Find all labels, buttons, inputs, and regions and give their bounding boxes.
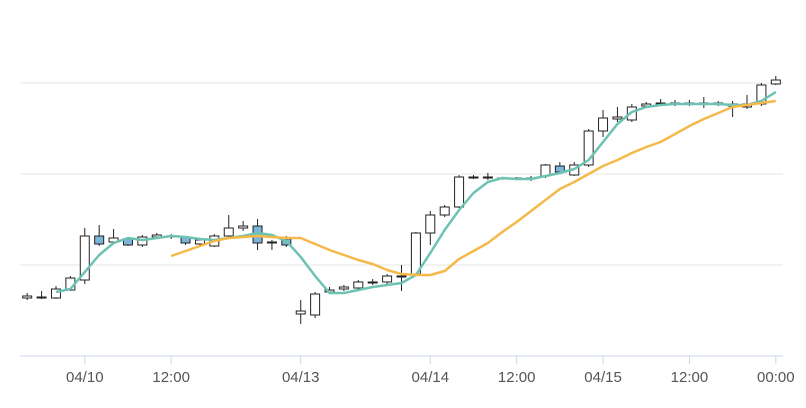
candle-body	[410, 232, 421, 275]
candle-body	[367, 281, 378, 284]
candle-body	[50, 288, 61, 299]
candle-body	[439, 206, 450, 216]
candle-body	[266, 241, 277, 244]
candle-body	[295, 310, 306, 315]
candle-body	[310, 293, 321, 316]
candle-body	[79, 235, 90, 281]
candle-body	[396, 275, 407, 278]
x-tick-label: 04/13	[282, 369, 320, 386]
candle-body	[338, 286, 349, 290]
x-tick-label: 04/14	[412, 369, 450, 386]
candle-body	[612, 116, 623, 120]
candle-body	[22, 295, 33, 299]
candle-body	[36, 296, 47, 299]
x-tick-label: 12:00	[671, 369, 709, 386]
candle-body	[454, 176, 465, 208]
candle-body	[425, 214, 436, 234]
x-tick-label: 12:00	[152, 369, 190, 386]
candle-body	[583, 130, 594, 166]
candle-body	[382, 275, 393, 283]
x-tick-label: 12:00	[498, 369, 536, 386]
candle-body	[482, 176, 493, 179]
candle-body	[353, 281, 364, 289]
candle-body	[238, 225, 249, 229]
x-tick-label: 04/10	[66, 369, 104, 386]
candle-body	[598, 117, 609, 132]
x-tick-label: 00:00	[757, 369, 795, 386]
candle-body	[223, 227, 234, 237]
moving-average-line	[170, 99, 776, 277]
x-tick-label: 04/15	[584, 369, 622, 386]
candle-body	[194, 239, 205, 245]
candle-body	[770, 79, 781, 85]
candle-body	[94, 235, 105, 245]
candle-body	[468, 176, 479, 179]
